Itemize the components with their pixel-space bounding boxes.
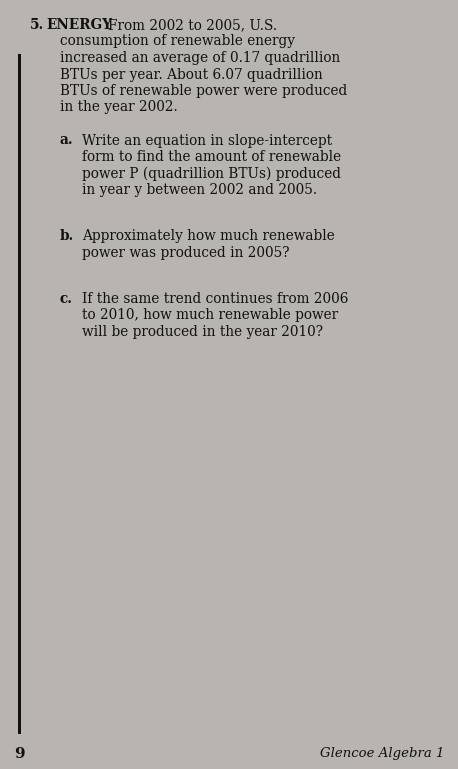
Text: Write an equation in slope-intercept: Write an equation in slope-intercept	[82, 134, 332, 148]
Text: in year y between 2002 and 2005.: in year y between 2002 and 2005.	[82, 183, 317, 197]
Text: BTUs of renewable power were produced: BTUs of renewable power were produced	[60, 84, 347, 98]
Text: From 2002 to 2005, U.S.: From 2002 to 2005, U.S.	[108, 18, 277, 32]
Text: BTUs per year. About 6.07 quadrillion: BTUs per year. About 6.07 quadrillion	[60, 68, 323, 82]
Text: power P (quadrillion BTUs) produced: power P (quadrillion BTUs) produced	[82, 167, 341, 181]
Bar	[18, 54, 21, 734]
Text: power was produced in 2005?: power was produced in 2005?	[82, 246, 289, 260]
Text: Approximately how much renewable: Approximately how much renewable	[82, 229, 335, 243]
Text: consumption of renewable energy: consumption of renewable energy	[60, 35, 295, 48]
Text: increased an average of 0.17 quadrillion: increased an average of 0.17 quadrillion	[60, 51, 340, 65]
Text: will be produced in the year 2010?: will be produced in the year 2010?	[82, 325, 323, 339]
Text: Glencoe Algebra 1: Glencoe Algebra 1	[320, 747, 444, 760]
Text: to 2010, how much renewable power: to 2010, how much renewable power	[82, 308, 338, 322]
Text: 9: 9	[14, 747, 25, 761]
Text: b.: b.	[60, 229, 74, 243]
Text: form to find the amount of renewable: form to find the amount of renewable	[82, 150, 341, 164]
Text: ENERGY: ENERGY	[46, 18, 112, 32]
Text: If the same trend continues from 2006: If the same trend continues from 2006	[82, 292, 349, 306]
Text: a.: a.	[60, 134, 74, 148]
Text: 5.: 5.	[30, 18, 44, 32]
Text: in the year 2002.: in the year 2002.	[60, 101, 178, 115]
Text: c.: c.	[60, 292, 73, 306]
